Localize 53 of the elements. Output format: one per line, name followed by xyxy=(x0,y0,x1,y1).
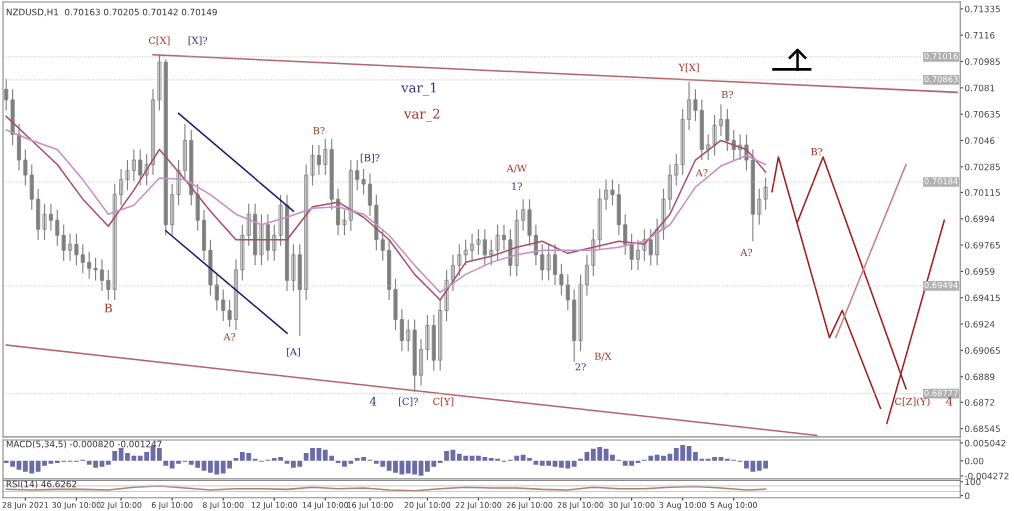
y-tick-label: 0.71335 xyxy=(965,5,1000,13)
y-tick-label: 0.69415 xyxy=(965,294,1000,302)
chart-title: RSI(14) 46.6262 xyxy=(6,480,77,489)
annotation: [C]? xyxy=(398,397,418,407)
annotation: A/W xyxy=(506,164,527,173)
y-tick-label: -0.004272 xyxy=(964,472,1009,480)
y-tick-label: 0.00 xyxy=(965,457,984,465)
y-tick-label: 0.7081 xyxy=(965,84,995,92)
y-tick-label: 0.6872 xyxy=(965,399,995,406)
annotation: A? xyxy=(695,169,708,177)
chart-title: MACD(5,34,5) -0.000820 -0.001247 xyxy=(6,440,162,449)
y-tick-label: 0.005042 xyxy=(965,439,1006,447)
annotation: 2? xyxy=(575,363,586,371)
annotation: C[Y] xyxy=(433,397,454,407)
ref-line-label: 0.68777 xyxy=(924,389,958,397)
annotation: var_1 xyxy=(401,82,436,96)
y-tick-label: 0.69765 xyxy=(965,241,1000,249)
y-tick-label: 0 xyxy=(965,492,970,500)
y-tick-label: 100 xyxy=(965,478,981,486)
y-tick-label: 0.68545 xyxy=(965,425,1000,433)
y-tick-label: 0.70285 xyxy=(965,163,1000,171)
annotation: B/X xyxy=(594,352,612,361)
y-tick-label: 0.6994 xyxy=(965,215,995,223)
ref-line-label: 0.69494 xyxy=(924,281,958,289)
y-tick-label: 0.6959 xyxy=(965,268,995,275)
ref-line-label: 0.70863 xyxy=(924,75,958,83)
annotation: C[X] xyxy=(148,36,170,46)
annotation: A? xyxy=(223,333,236,341)
annotation: A? xyxy=(740,248,753,257)
y-tick-label: 0.6924 xyxy=(965,320,995,328)
annotation: [A] xyxy=(286,347,300,357)
y-tick-label: 0.69065 xyxy=(965,347,1000,354)
ref-line-label: 0.71016 xyxy=(924,52,958,60)
annotation: B? xyxy=(721,90,734,99)
annotation: [X]? xyxy=(188,36,208,46)
ref-line-label: 0.70184 xyxy=(924,178,958,185)
text: NZDUSD,H1 0.70163 0.70205 0.70142 0.70149 xyxy=(6,8,217,17)
annotation: B? xyxy=(313,126,325,135)
annotation: 1? xyxy=(512,182,522,190)
annotation: Y[X] xyxy=(678,63,699,73)
annotation: C[Z](Y) xyxy=(895,397,930,407)
y-tick-label: 0.70635 xyxy=(965,110,1000,118)
annotation: B? xyxy=(811,147,823,156)
annotation: [B]? xyxy=(360,153,380,163)
annotation: 4 xyxy=(946,396,953,406)
annotation: var_2 xyxy=(403,108,440,122)
y-tick-label: 0.70115 xyxy=(965,189,1000,196)
y-tick-label: 0.7116 xyxy=(965,31,995,39)
y-tick-label: 0.6889 xyxy=(965,373,995,381)
annotation: B xyxy=(104,303,112,313)
annotation: 4 xyxy=(369,396,377,406)
y-tick-label: 0.7046 xyxy=(965,137,995,144)
y-tick-label: 0.70985 xyxy=(965,58,1000,65)
